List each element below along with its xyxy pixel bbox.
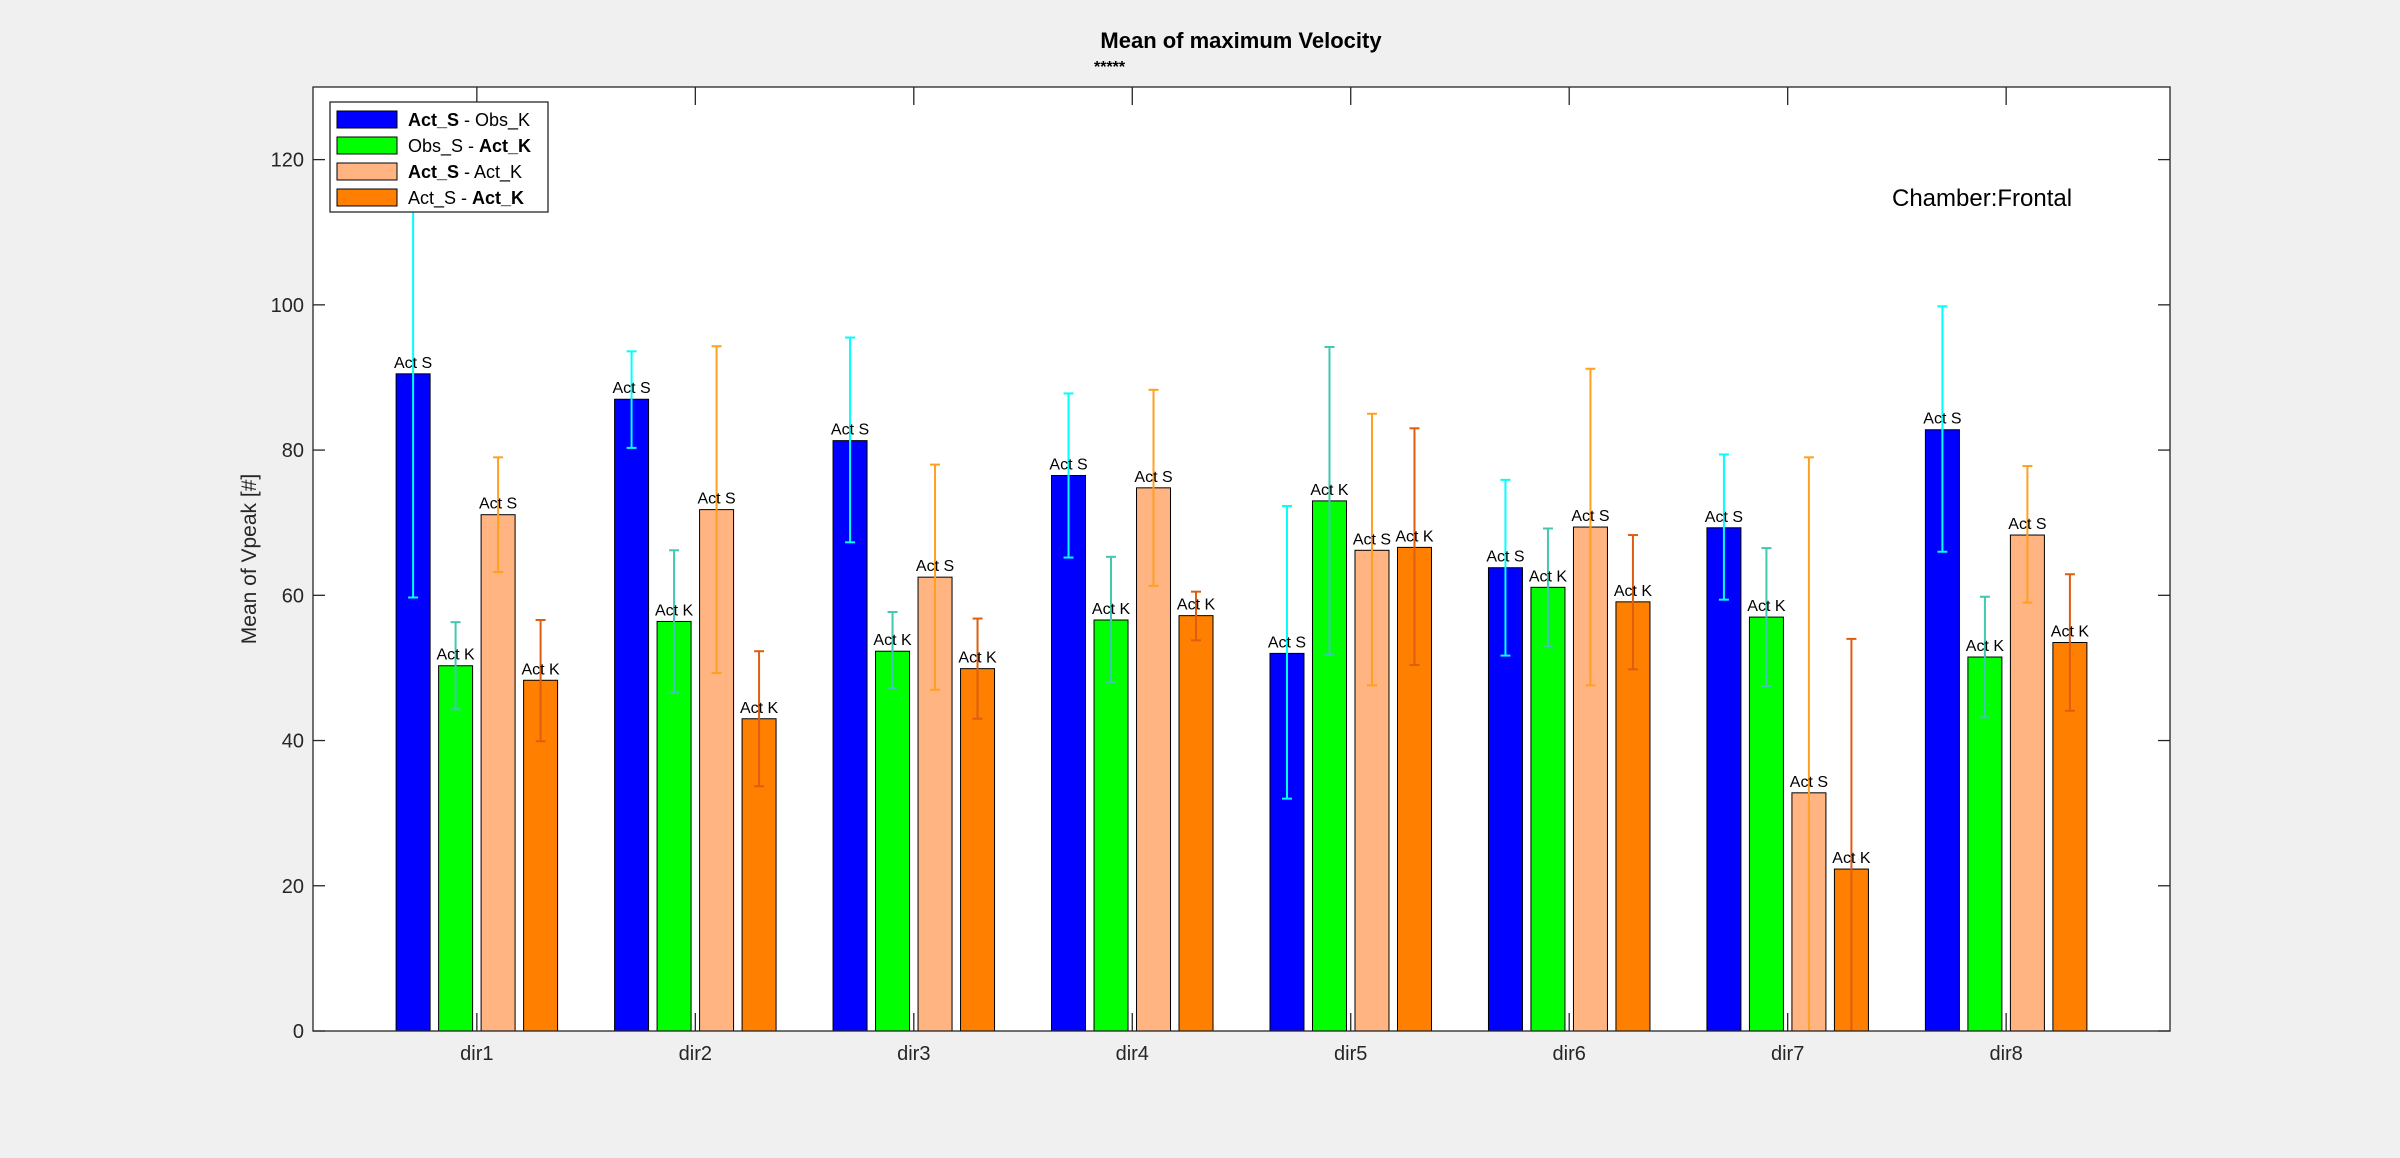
- bar-data-label: Act K: [655, 602, 694, 619]
- legend-swatch: [336, 136, 398, 155]
- legend-entry-label: Act_S - Act_K: [408, 188, 524, 209]
- legend-swatch: [336, 188, 398, 207]
- bar-data-label: Act S: [612, 380, 650, 397]
- legend-swatch: [336, 162, 398, 181]
- errorbar-group: [408, 144, 2075, 1031]
- x-axis: dir1 dir2 dir3 dir4 dir5 dir6 dir7 dir8: [460, 87, 2023, 1065]
- legend-entry-bold-part: Act_S: [408, 162, 459, 182]
- bar-data-label: Act K: [1310, 482, 1349, 499]
- legend-entry-part: Act_S -: [408, 188, 472, 209]
- y-axis-label: Mean of Vpeak [#]: [238, 474, 261, 644]
- bar-data-label: Act K: [521, 661, 560, 678]
- axes-frame: [312, 86, 2171, 1032]
- x-tick-label: dir1: [460, 1043, 493, 1065]
- bar-data-label: Act K: [436, 647, 475, 664]
- bar-data-label: Act S: [697, 491, 735, 508]
- y-tick-label: 120: [271, 150, 304, 172]
- bar: [1706, 527, 1742, 1032]
- bar: [1093, 619, 1129, 1032]
- legend-entry-bold-part: Act_K: [472, 188, 524, 208]
- legend-entry-bold-part: Act_K: [479, 136, 531, 156]
- bar-data-label: Act K: [873, 632, 912, 649]
- axes-background: [313, 87, 2170, 1031]
- x-tick-label: dir7: [1771, 1043, 1804, 1065]
- bar-data-label: Act S: [1923, 411, 1961, 428]
- bar-data-label: Act K: [740, 700, 779, 717]
- y-tick-label: 40: [282, 731, 304, 753]
- bar-data-label: Act S: [1571, 508, 1609, 525]
- bar-data-label: Act K: [1529, 568, 1568, 585]
- bar: [1178, 615, 1214, 1032]
- bar-data-label: Act K: [1832, 850, 1871, 867]
- x-tick-label: dir3: [897, 1043, 930, 1065]
- bar-data-label: Act S: [916, 558, 954, 575]
- bar-data-label: Act S: [1268, 634, 1306, 651]
- bar: [2009, 534, 2045, 1032]
- bar-data-label: Act S: [1790, 774, 1828, 791]
- legend-swatch: [336, 110, 398, 129]
- legend-entry-label: Act_S - Obs_K: [408, 110, 530, 131]
- bar-data-label: Act K: [1614, 583, 1653, 600]
- bar: [1051, 474, 1087, 1032]
- bar: [960, 668, 996, 1032]
- y-tick-label: 100: [271, 295, 304, 317]
- chart-subtitle: *****: [1094, 59, 1126, 76]
- y-tick-label: 0: [293, 1021, 304, 1043]
- plot-area: [313, 87, 2170, 1031]
- legend-entry-label: Act_S - Act_K: [408, 162, 522, 183]
- legend-entry-part: Obs_S -: [408, 136, 479, 157]
- bar: [395, 373, 431, 1032]
- bar-data-label: Act S: [831, 422, 869, 439]
- bar: [480, 514, 516, 1032]
- y-tick-label: 20: [282, 876, 304, 898]
- bar-data-label: Act K: [1092, 601, 1131, 618]
- bar-label-group: Act S Act S Act S Act S Act S Act S Act S Act S…: [394, 355, 2089, 867]
- y-axis: 0 20 40 60 80 100 120: [271, 150, 2170, 1043]
- bar: [438, 665, 474, 1032]
- bar-data-label: Act S: [394, 355, 432, 372]
- x-tick-label: dir2: [679, 1043, 712, 1065]
- chamber-annotation: Chamber:Frontal: [1892, 185, 2072, 212]
- chart-title: Mean of maximum Velocity: [1100, 28, 1382, 53]
- bar-data-label: Act S: [2008, 516, 2046, 533]
- x-tick-label: dir6: [1553, 1043, 1586, 1065]
- y-tick-label: 60: [282, 585, 304, 607]
- legend-entry-label: Obs_S - Act_K: [408, 136, 531, 157]
- bar: [614, 398, 650, 1032]
- legend-entry-part: - Act_K: [459, 162, 522, 183]
- bar-data-label: Act S: [479, 496, 517, 513]
- bar-data-label: Act S: [1134, 469, 1172, 486]
- x-tick-label: dir5: [1334, 1043, 1367, 1065]
- bar-data-label: Act K: [1177, 597, 1216, 614]
- bar-data-label: Act K: [2051, 624, 2090, 641]
- bar-data-label: Act K: [958, 650, 997, 667]
- x-tick-label: dir8: [1989, 1043, 2022, 1065]
- x-tick-label: dir4: [1116, 1043, 1149, 1065]
- y-tick-label: 80: [282, 440, 304, 462]
- bar: [1967, 656, 2003, 1032]
- bar-data-label: Act K: [1395, 528, 1434, 545]
- legend-entry-part: - Obs_K: [459, 110, 530, 131]
- bar-data-label: Act S: [1486, 549, 1524, 566]
- bar-data-label: Act K: [1747, 598, 1786, 615]
- bar: [875, 650, 911, 1032]
- bar: [1530, 586, 1566, 1032]
- bar-data-label: Act S: [1353, 531, 1391, 548]
- bar-data-label: Act K: [1966, 638, 2005, 655]
- legend-entry-bold-part: Act_S: [408, 110, 459, 130]
- bar-data-label: Act S: [1705, 509, 1743, 526]
- bar-data-label: Act S: [1049, 456, 1087, 473]
